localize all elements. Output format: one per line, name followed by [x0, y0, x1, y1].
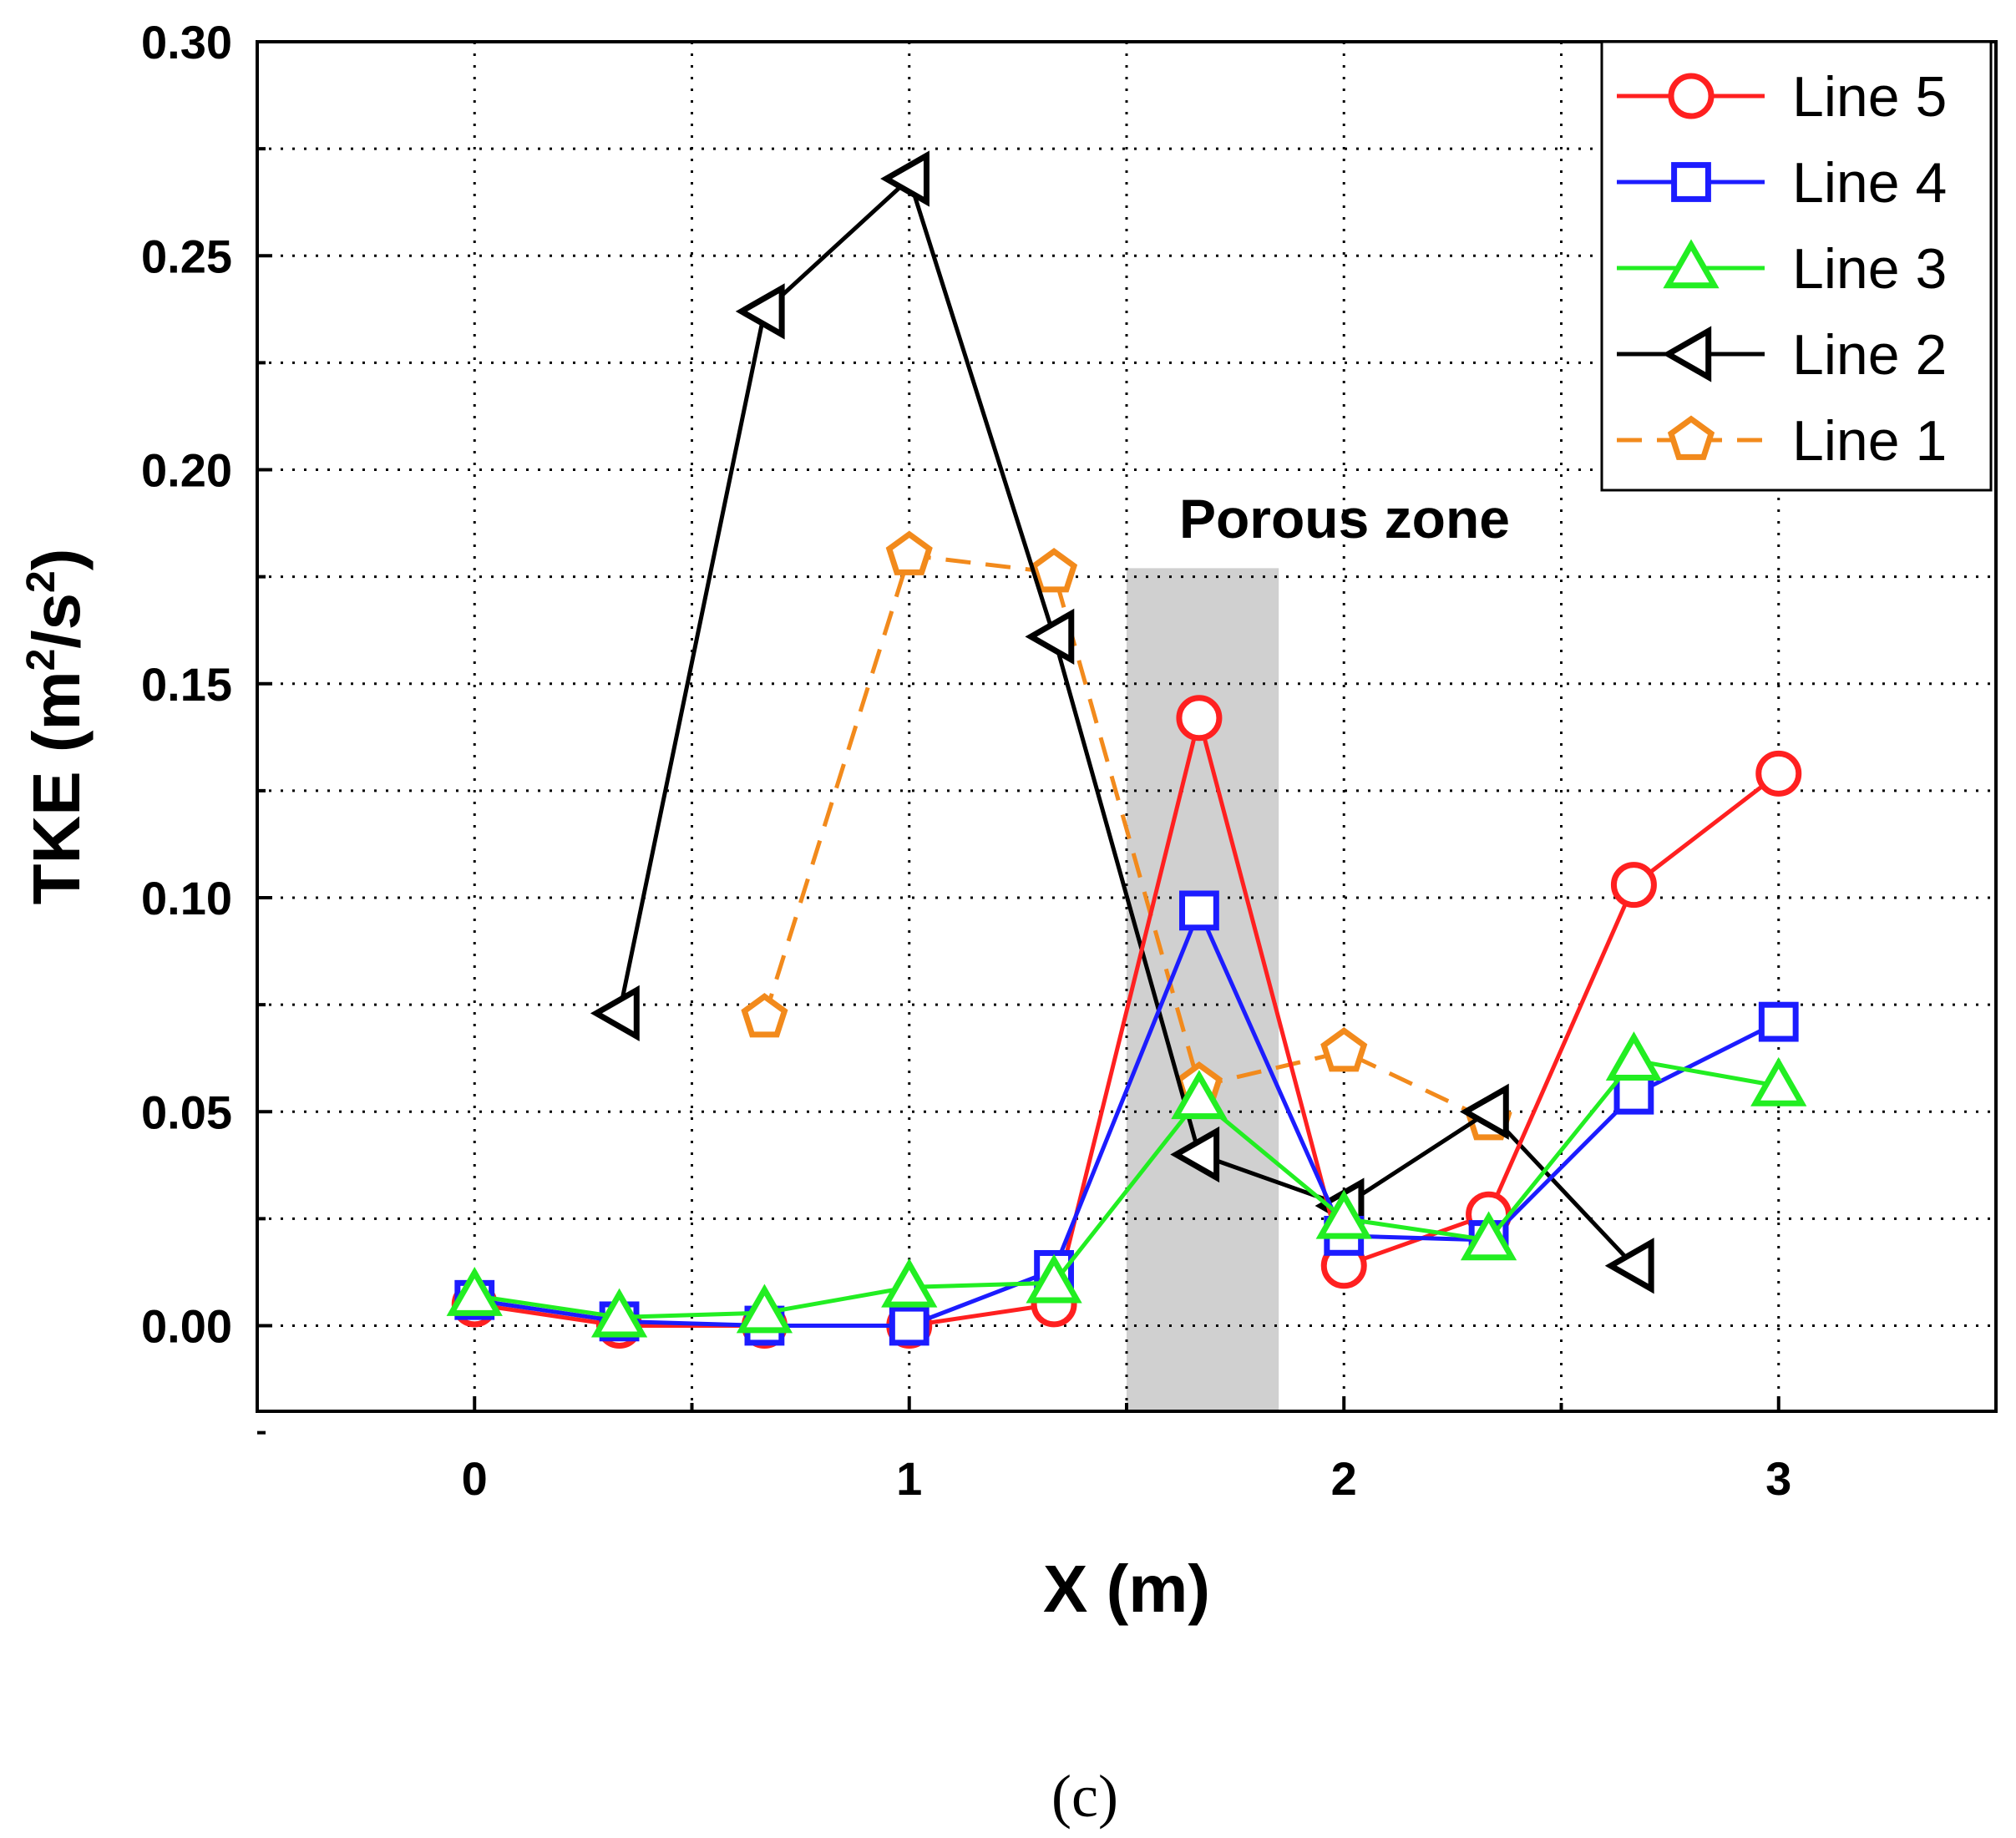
data-point-line-3	[881, 1258, 938, 1308]
x-tick-labels: 0 1 2 3	[462, 1452, 1792, 1505]
y-tick-label: 0.25	[141, 230, 232, 282]
y-axis-title-sup1: 2	[19, 649, 63, 671]
data-point-line-2	[1170, 1126, 1220, 1183]
data-point-line-2	[880, 150, 929, 207]
legend-item-line-5: Line 5	[1617, 65, 1947, 129]
data-point-line-2	[1459, 1083, 1509, 1140]
legend-marker-line-4	[1671, 162, 1711, 202]
data-point-line-3	[1460, 1211, 1517, 1261]
series-line-line-1	[762, 553, 1490, 1122]
data-point-line-1	[741, 992, 788, 1038]
y-axis-title-main: TKE (m	[19, 671, 94, 904]
legend-marker-line-2	[1662, 326, 1712, 382]
y-tick-label: 0.00	[141, 1300, 232, 1353]
y-tick-label: 0.10	[141, 872, 232, 924]
figure-caption: (c)	[1051, 1763, 1118, 1830]
series-line-line-5	[474, 717, 1780, 1328]
legend-marker-line-1	[1667, 415, 1715, 460]
legend-item-line-3: Line 3	[1617, 237, 1947, 301]
legend-label-line-1: Line 1	[1792, 409, 1947, 473]
legend-marker-line-3	[1663, 239, 1720, 289]
porous-zone-rect	[1127, 568, 1279, 1411]
legend-label-line-2: Line 2	[1792, 323, 1947, 387]
legend-marker-line-5	[1668, 73, 1715, 119]
legend-label-line-5: Line 5	[1792, 65, 1947, 129]
porous-zone-label: Porous zone	[1179, 488, 1510, 549]
series-line-2	[590, 150, 1654, 1294]
legend-item-line-4: Line 4	[1617, 151, 1947, 215]
data-point-line-1	[1320, 1026, 1368, 1072]
legend: Line 5 Line 4 Line 3 Line 2 Line 1	[1600, 40, 1993, 492]
y-tick-labels: 0.00 0.05 0.10 0.15 0.20 0.25 0.30	[141, 16, 232, 1353]
data-point-line-3	[1605, 1031, 1663, 1081]
legend-label-line-3: Line 3	[1792, 237, 1947, 301]
legend-label-line-4: Line 4	[1792, 151, 1947, 215]
x-tick-label: 0	[462, 1452, 488, 1505]
legend-item-line-1: Line 1	[1617, 409, 1947, 473]
data-point-line-5	[1610, 862, 1657, 909]
y-axis-title-mid: /s	[19, 593, 94, 649]
legend-item-line-2: Line 2	[1617, 323, 1947, 387]
x-tick-label: 1	[896, 1452, 922, 1505]
porous-zone-band	[1127, 568, 1279, 1411]
data-point-line-4	[1758, 1001, 1799, 1042]
data-point-line-2	[1604, 1238, 1654, 1294]
x-tick-label: 2	[1331, 1452, 1357, 1505]
data-point-line-1	[885, 530, 933, 575]
y-tick-label: 0.05	[141, 1086, 232, 1138]
data-point-line-3	[1315, 1189, 1372, 1239]
series-line-line-3	[474, 1058, 1780, 1319]
y-tick-label: 0.30	[141, 16, 232, 68]
data-point-line-2	[735, 283, 785, 340]
data-point-line-4	[889, 1305, 929, 1346]
data-point-line-5	[1176, 695, 1223, 742]
data-point-line-4	[1179, 890, 1219, 931]
data-point-line-2	[590, 985, 640, 1042]
data-point-line-3	[1750, 1056, 1807, 1106]
data-point-line-3	[736, 1284, 793, 1334]
data-point-line-4	[1613, 1074, 1654, 1115]
y-axis-title-end: )	[19, 549, 94, 571]
y-axis-title-sup2: 2	[19, 570, 63, 593]
series-line-line-4	[474, 905, 1780, 1328]
y-tick-label: 0.15	[141, 658, 232, 711]
data-point-line-2	[1025, 608, 1075, 666]
data-point-line-3	[590, 1288, 648, 1338]
y-axis-title: TKE (m2/s2)	[19, 549, 94, 905]
y-tick-label: 0.20	[141, 444, 232, 497]
data-point-line-3	[1171, 1070, 1228, 1120]
series-layer	[446, 150, 1807, 1349]
plot-frame	[256, 40, 1998, 1413]
x-tick-label: 3	[1765, 1452, 1791, 1505]
x-axis-title: X (m)	[1043, 1552, 1210, 1626]
series-line-3	[446, 1031, 1807, 1338]
data-point-line-5	[1755, 750, 1802, 797]
series-line-line-2	[617, 175, 1636, 1268]
data-point-line-3	[1026, 1253, 1082, 1304]
data-point-line-3	[446, 1266, 503, 1316]
data-point-line-1	[1030, 547, 1078, 593]
